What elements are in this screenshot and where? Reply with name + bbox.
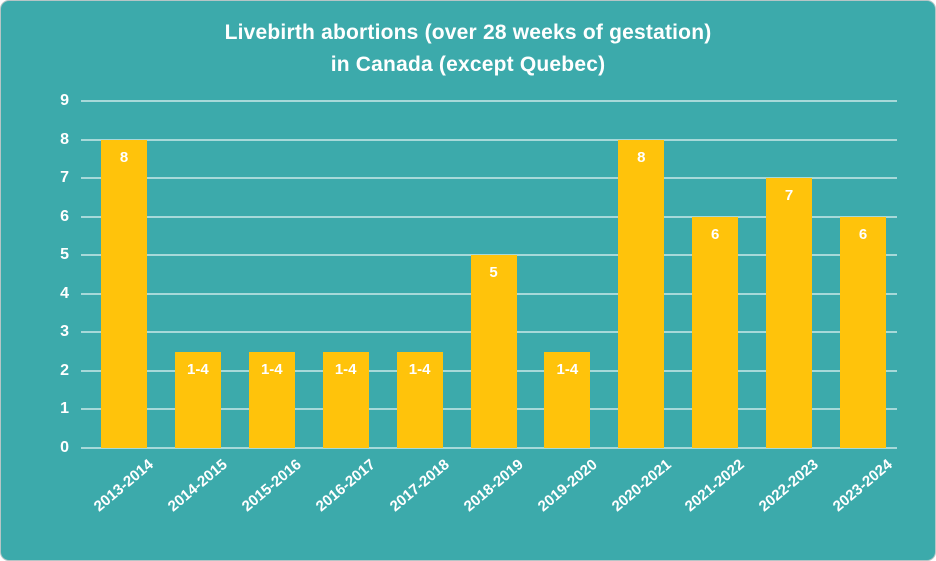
plot-area: 0 1 2 3 4 5 6 7 8 9 8 2013-2014 1-4 2014-2015 1-4 2015-…	[60, 92, 897, 515]
x-tick-label-2016-2017: 2016-2017	[312, 456, 379, 516]
bar-value-label-2015-2016: 1-4	[260, 360, 283, 378]
bar-value-label-2014-2015: 1-4	[187, 360, 209, 378]
x-tick-label-2021-2022: 2021-2022	[682, 456, 749, 516]
x-tick-label-2019-2020: 2019-2020	[534, 456, 601, 516]
bar-2016-2017: 1-4	[322, 351, 369, 448]
bar-2020-2021: 8	[618, 139, 665, 448]
bar-2017-2018: 1-4	[396, 351, 443, 448]
bar-value-label-2018-2019: 5	[489, 264, 498, 282]
x-tick-label-2022-2023: 2022-2023	[756, 456, 823, 516]
y-tick-label-2: 2	[60, 361, 69, 379]
bar-2023-2024: 6	[840, 216, 886, 448]
bar-2015-2016: 1-4	[248, 351, 295, 448]
bar-2014-2015: 1-4	[174, 351, 221, 448]
x-tick-label-2017-2018: 2017-2018	[386, 456, 453, 516]
y-tick-label-8: 8	[60, 130, 69, 148]
bar-2018-2019: 5	[470, 255, 517, 448]
gridline-y8	[81, 138, 897, 141]
x-tick-label-2020-2021: 2020-2021	[608, 456, 675, 516]
gridline-y0	[81, 447, 897, 449]
y-tick-label-3: 3	[60, 323, 69, 341]
bar-2022-2023: 7	[766, 178, 813, 448]
y-tick-label-0: 0	[60, 439, 69, 456]
gridline-y6	[81, 215, 897, 218]
bar-2021-2022: 6	[692, 216, 739, 448]
chart-title: Livebirth abortions (over 28 weeks of ge…	[1, 17, 935, 81]
y-tick-label-5: 5	[60, 246, 69, 264]
y-tick-label-7: 7	[60, 169, 69, 187]
bar-value-label-2019-2020: 1-4	[556, 360, 579, 378]
x-tick-label-2023-2024: 2023-2024	[830, 456, 896, 516]
gridline-y5	[81, 254, 897, 257]
bar-value-label-2020-2021: 8	[637, 148, 646, 166]
chart-title-line1: Livebirth abortions (over 28 weeks of ge…	[224, 21, 712, 44]
bar-2013-2014: 8	[101, 139, 147, 448]
bar-value-label-2023-2024: 6	[858, 225, 868, 243]
bar-value-label-2022-2023: 7	[784, 187, 794, 205]
y-tick-label-9: 9	[60, 92, 69, 109]
x-tick-label-2015-2016: 2015-2016	[238, 456, 305, 516]
bar-2019-2020: 1-4	[544, 351, 591, 448]
x-tick-label-2013-2014: 2013-2014	[91, 456, 157, 516]
gridline-y7	[81, 177, 897, 180]
y-tick-label-6: 6	[60, 207, 69, 225]
y-tick-label-4: 4	[60, 284, 69, 302]
bar-value-label-2013-2014: 8	[119, 148, 129, 166]
gridline-y9	[81, 100, 897, 102]
x-tick-label-2014-2015: 2014-2015	[164, 456, 231, 516]
chart-title-line2: in Canada (except Quebec)	[330, 53, 606, 76]
bar-value-label-2016-2017: 1-4	[334, 360, 357, 378]
bar-value-label-2021-2022: 6	[711, 225, 720, 243]
x-tick-label-2018-2019: 2018-2019	[460, 456, 527, 516]
y-tick-label-1: 1	[60, 400, 69, 418]
bar-value-label-2017-2018: 1-4	[408, 360, 431, 378]
